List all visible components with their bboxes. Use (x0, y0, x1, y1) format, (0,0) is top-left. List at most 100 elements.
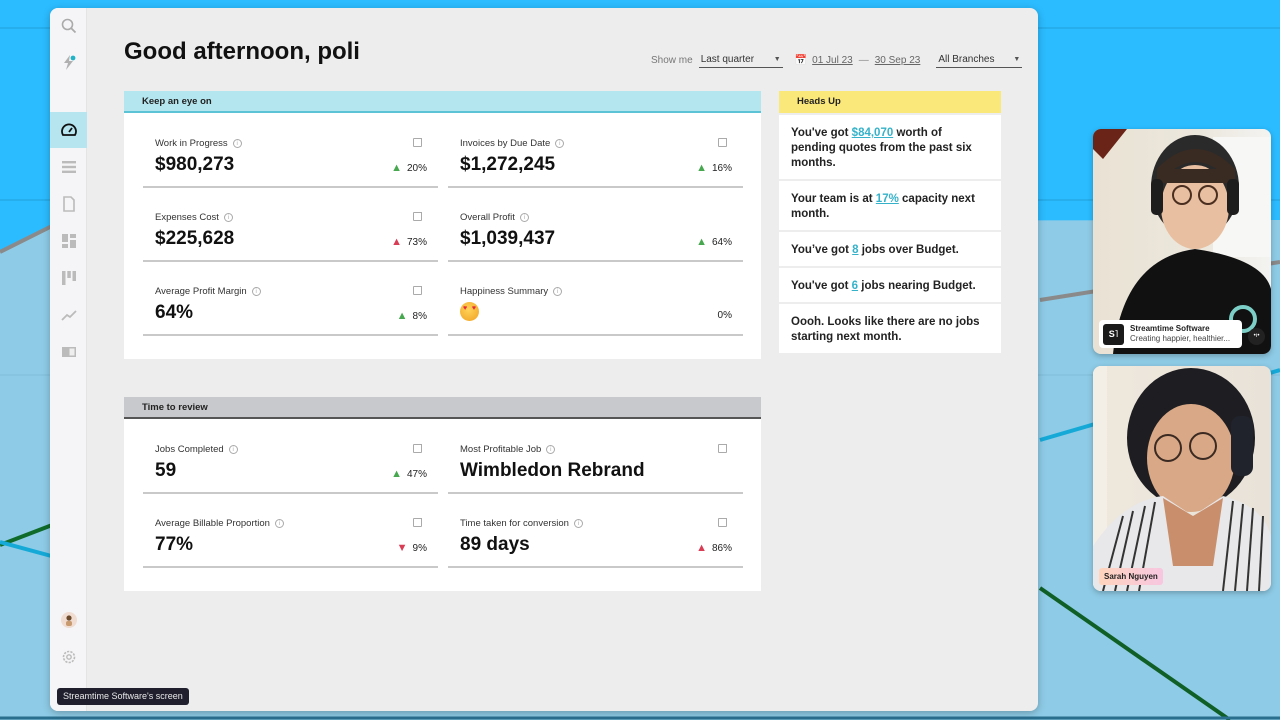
metric-change-percent: 20% (406, 162, 427, 174)
audio-indicator-icon[interactable]: •ı• (1248, 328, 1265, 345)
metric-card: Average Billable Proportion i 77% ▼ 9% (143, 506, 438, 568)
metric-change: ▲ 47% (391, 468, 427, 480)
metric-value: $225,628 (155, 228, 235, 249)
metric-card: Invoices by Due Date i $1,272,245 ▲ 16% (448, 126, 743, 188)
metric-card: Most Profitable Job i Wimbledon Rebrand (448, 432, 743, 494)
participant-name-tag: Sarah Nguyen (1099, 568, 1163, 585)
open-external-icon[interactable] (413, 286, 422, 295)
date-from[interactable]: 01 Jul 23 (812, 54, 853, 66)
metric-change-percent: 16% (711, 162, 732, 174)
info-icon[interactable]: i (519, 213, 529, 222)
heads-up-panel: Heads Up You've got $84,070 worth of pen… (779, 91, 1001, 371)
open-external-icon[interactable] (718, 518, 727, 527)
date-separator: — (858, 54, 869, 66)
metric-change-percent: 8% (412, 310, 427, 322)
chevron-down-icon: ▼ (1013, 56, 1021, 63)
metric-label-text: Jobs Completed (155, 444, 224, 455)
info-icon[interactable]: i (223, 213, 233, 222)
metric-label-text: Time taken for conversion (460, 518, 569, 529)
heads-up-link[interactable]: 6 (851, 280, 859, 292)
filter-bar: Show me Last quarter ▼ 📅 01 Jul 23 — 30 … (651, 51, 1023, 69)
branch-select[interactable]: All Branches ▼ (936, 52, 1023, 68)
sidebar-item-search[interactable] (50, 8, 87, 44)
metric-label-text: Most Profitable Job (460, 444, 542, 455)
calendar-icon: 📅 (794, 54, 808, 66)
heart-eyes-emoji-icon (460, 302, 479, 321)
info-icon[interactable]: i (274, 519, 284, 528)
open-external-icon[interactable] (413, 212, 422, 221)
company-name: Streamtime Software (1130, 324, 1210, 333)
open-external-icon[interactable] (413, 444, 422, 453)
open-external-icon[interactable] (718, 138, 727, 147)
participant-video (1093, 366, 1271, 591)
sidebar-item-reports[interactable] (50, 297, 87, 333)
panel-title: Time to review (124, 397, 761, 419)
search-icon (61, 18, 76, 34)
open-external-icon[interactable] (413, 518, 422, 527)
trend-up-icon: ▲ (696, 236, 707, 248)
metric-label-text: Work in Progress (155, 138, 228, 149)
gauge-icon (60, 123, 77, 136)
video-tile-streamtime[interactable]: S˥ Streamtime Software Creating happier,… (1093, 129, 1271, 354)
kanban-icon (61, 271, 76, 285)
info-icon[interactable]: i (553, 287, 563, 296)
metric-change: ▲ 16% (696, 162, 732, 174)
trend-up-icon: ▲ (696, 542, 707, 554)
info-icon[interactable]: i (573, 519, 583, 528)
sidebar-item-library[interactable] (50, 334, 87, 370)
metric-label: Average Profit Margin i (155, 286, 261, 297)
panel-title: Keep an eye on (124, 91, 761, 113)
metric-value: $1,272,245 (460, 154, 556, 175)
info-icon[interactable]: i (555, 139, 565, 148)
heads-up-link[interactable]: 17% (875, 193, 899, 205)
metric-label: Expenses Cost i (155, 212, 233, 223)
period-select[interactable]: Last quarter ▼ (698, 52, 783, 68)
heads-up-text: You've got (791, 280, 852, 292)
metric-change-percent: 64% (711, 236, 732, 248)
book-icon (61, 347, 76, 357)
metric-label-text: Average Profit Margin (155, 286, 247, 297)
sidebar-item-settings[interactable] (50, 639, 87, 675)
sidebar-item-activity[interactable] (50, 44, 87, 80)
video-tile-sarah-nguyen[interactable]: Sarah Nguyen (1093, 366, 1271, 591)
grid-icon (61, 234, 76, 248)
heads-up-link[interactable]: 8 (852, 244, 859, 256)
metric-card: Expenses Cost i $225,628 ▲ 73% (143, 200, 438, 262)
heads-up-item: You've got $84,070 worth of pending quot… (779, 115, 1001, 179)
date-to[interactable]: 30 Sep 23 (874, 54, 921, 66)
heads-up-text: capacity next month. (791, 193, 975, 220)
sidebar-item-kanban[interactable] (50, 260, 87, 296)
info-icon[interactable]: i (251, 287, 261, 296)
metric-change-percent: 86% (711, 542, 732, 554)
sidebar-item-documents[interactable] (50, 186, 87, 222)
heads-up-link[interactable]: $84,070 (851, 127, 894, 139)
heads-up-text: Oooh. Looks like there are no jobs start… (791, 316, 980, 343)
metric-label: Jobs Completed i (155, 444, 238, 455)
metric-change-percent: 73% (406, 236, 427, 248)
metric-value: $980,273 (155, 154, 235, 175)
metric-change: 0% (718, 310, 732, 321)
metric-card: Average Profit Margin i 64% ▲ 8% (143, 274, 438, 336)
gear-icon (62, 650, 75, 664)
heads-up-text: Your team is at (791, 193, 876, 205)
trend-icon (60, 310, 77, 321)
sidebar-item-dashboard[interactable] (50, 112, 87, 148)
open-external-icon[interactable] (413, 138, 422, 147)
info-icon[interactable]: i (232, 139, 242, 148)
info-icon[interactable]: i (546, 445, 556, 454)
heads-up-text: You’ve got (791, 244, 853, 256)
open-external-icon[interactable] (718, 444, 727, 453)
heads-up-text: worth of pending quotes from the past si… (791, 127, 972, 169)
metric-label: Most Profitable Job i (460, 444, 556, 455)
sidebar-item-profile[interactable] (50, 602, 87, 638)
metric-change: ▲ 86% (696, 542, 732, 554)
info-icon[interactable]: i (228, 445, 238, 454)
metric-value: 77% (155, 534, 194, 555)
metric-card: Happiness Summary i 0% (448, 274, 743, 336)
sidebar-item-jobs[interactable] (50, 149, 87, 185)
sidebar (50, 8, 87, 711)
trend-down-icon: ▼ (396, 542, 408, 554)
sidebar-item-widgets[interactable] (50, 223, 87, 259)
screen-share-tooltip: Streamtime Software's screen (57, 688, 189, 705)
show-me-label: Show me (651, 54, 693, 66)
